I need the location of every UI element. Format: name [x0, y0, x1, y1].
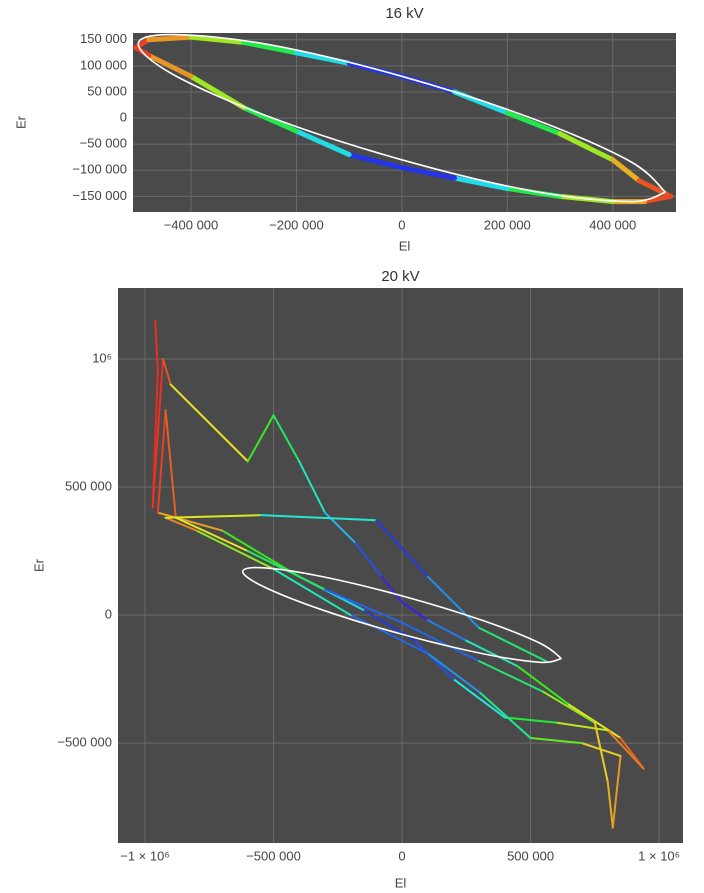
- trajectory-segment: [426, 575, 481, 629]
- trajectory-segment: [641, 193, 674, 205]
- trajectory-segment: [478, 660, 545, 693]
- x-tick-label: −200 000: [269, 217, 324, 232]
- x-axis-label: El: [399, 238, 411, 253]
- trajectory-segment: [557, 131, 616, 163]
- trajectory-segment: [272, 567, 352, 617]
- trajectory-segment: [151, 357, 164, 509]
- y-tick-label: 0: [120, 110, 127, 125]
- x-tick-label: 200 000: [484, 217, 531, 232]
- trajectory-segment: [346, 152, 405, 171]
- fit-ellipse: [241, 566, 562, 664]
- x-tick-label: −1 × 10⁶: [120, 848, 169, 863]
- trajectory-segment: [542, 690, 596, 724]
- x-tick-label: 1 × 10⁶: [638, 848, 680, 863]
- fit-ellipse: [137, 33, 667, 203]
- y-tick-label: 50 000: [87, 83, 127, 98]
- trajectory-segment: [478, 626, 547, 663]
- y-tick-label: 0: [105, 606, 112, 621]
- y-tick-label: −500 000: [57, 735, 112, 750]
- trajectory-segment: [241, 105, 299, 134]
- trajectory-segment: [272, 414, 301, 463]
- trajectory-segment: [380, 575, 404, 604]
- trajectory-segment: [401, 621, 481, 663]
- trajectory-segment: [555, 721, 609, 732]
- plot-area: [118, 288, 683, 843]
- trajectory-segment: [401, 601, 429, 622]
- trajectory-segment: [259, 514, 378, 522]
- trajectory-segment: [246, 414, 275, 463]
- trajectory-segment: [426, 652, 481, 693]
- trajectory-segment: [195, 529, 275, 570]
- x-tick-label: 0: [398, 848, 405, 863]
- x-tick-label: 0: [398, 217, 405, 232]
- y-tick-label: 100 000: [80, 57, 127, 72]
- trajectory-segment: [188, 73, 247, 111]
- chart: 20 kV −1 × 10⁶ −500 000 0 500 000 1 × 10⁶ 10⁶ 5…: [31, 268, 683, 890]
- trajectory-segment: [164, 516, 198, 532]
- trajectory-segment: [465, 639, 519, 668]
- trajectory-segment: [636, 178, 674, 199]
- trajectory-segment: [610, 157, 642, 184]
- trajectory-segment: [221, 529, 301, 578]
- y-axis-label: Er: [31, 558, 46, 572]
- x-tick-label: −500 000: [246, 848, 301, 863]
- x-tick-label: 400 000: [589, 217, 636, 232]
- trajectory-segment: [156, 511, 224, 532]
- trajectory-segment: [606, 780, 614, 829]
- trajectory-segment: [452, 175, 510, 192]
- trajectory-segment: [516, 665, 571, 706]
- trajectory-segment: [174, 516, 249, 553]
- trajectory-segment: [349, 614, 429, 655]
- trajectory-segment: [354, 542, 383, 578]
- trajectory-segment: [413, 639, 455, 681]
- y-tick-label: −100 000: [72, 162, 127, 177]
- trajectory-segment: [161, 357, 172, 386]
- chart: 16 kV −400 000 −200 000 0 200 000 400 000 150 …: [13, 5, 676, 253]
- y-tick-label: −150 000: [72, 188, 127, 203]
- chart-title: 16 kV: [385, 5, 423, 22]
- trajectory-segment: [188, 34, 247, 45]
- x-tick-label: −400 000: [164, 217, 219, 232]
- trajectory-segment: [503, 716, 558, 724]
- x-tick-label: 500 000: [507, 848, 554, 863]
- trajectory-segment: [611, 754, 622, 829]
- trajectory-segment: [504, 110, 563, 137]
- trajectory-segment: [169, 383, 249, 463]
- trajectory-segment: [606, 729, 645, 770]
- trajectory-segment: [293, 50, 352, 66]
- y-axis-label: Er: [13, 115, 28, 129]
- trajectory-segment: [375, 519, 429, 578]
- y-tick-label: 10⁶: [92, 350, 112, 365]
- trajectory-segment: [593, 721, 609, 783]
- x-axis-label: El: [395, 875, 407, 890]
- trajectory-segment: [156, 409, 167, 514]
- trajectory-segment: [478, 690, 532, 739]
- y-tick-label: 500 000: [65, 478, 112, 493]
- trajectory-segment: [146, 34, 194, 43]
- y-tick-label: −50 000: [80, 136, 127, 151]
- y-tick-label: 150 000: [80, 31, 127, 46]
- chart-title: 20 kV: [381, 268, 419, 285]
- trajectory-segment: [293, 128, 352, 158]
- trajectory-segment: [568, 703, 622, 739]
- trajectory-segment: [399, 165, 458, 181]
- trajectory-segment: [164, 514, 262, 519]
- trajectory-segment: [323, 588, 404, 624]
- trajectory-segment: [298, 460, 326, 514]
- trajectory-segment: [529, 736, 583, 745]
- trajectory-segment: [154, 319, 159, 373]
- trajectory-segment: [164, 409, 177, 519]
- trajectory-segment: [580, 742, 622, 757]
- trajectory-segment: [452, 678, 506, 719]
- trajectory-segment: [426, 619, 468, 642]
- trajectory-segment: [241, 39, 299, 56]
- trajectory-segment: [146, 52, 194, 79]
- plot-area: [133, 33, 676, 212]
